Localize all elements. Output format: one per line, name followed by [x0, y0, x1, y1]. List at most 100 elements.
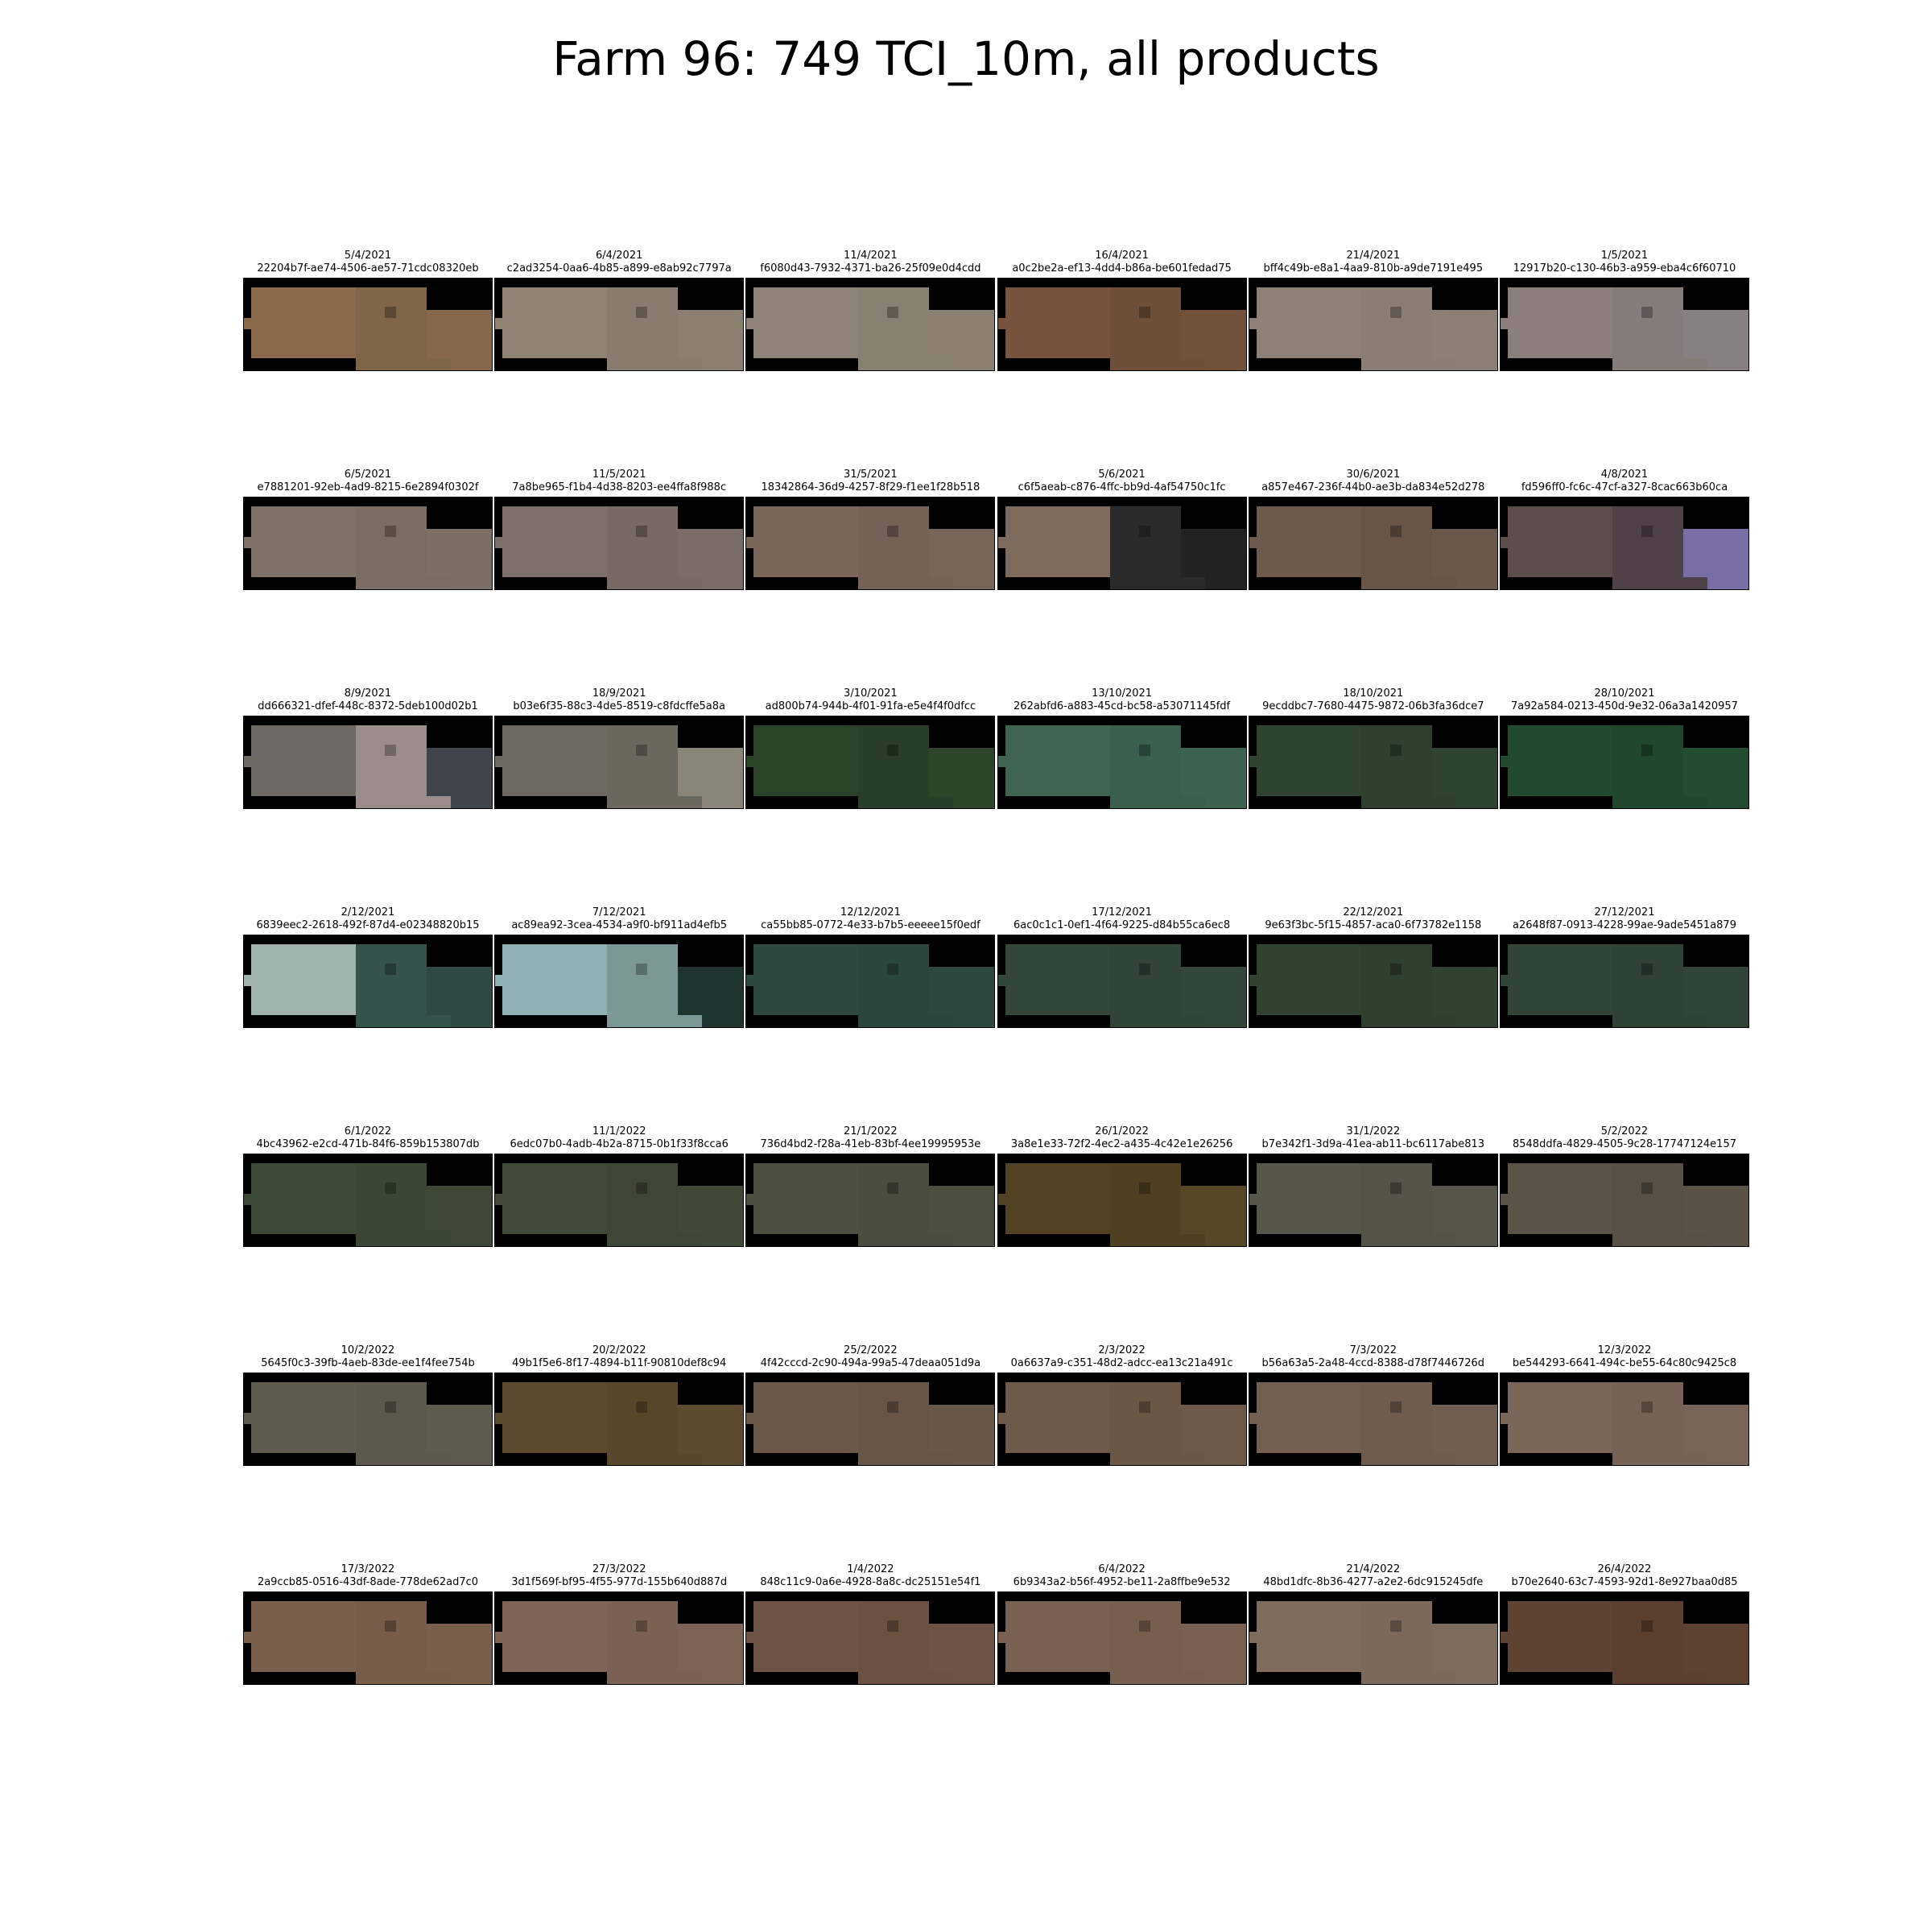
- tile-date-label: 21/1/2022: [844, 1125, 898, 1137]
- tile-product-id-label: 4f42cccd-2c90-494a-99a5-47deaa051d9a: [760, 1357, 981, 1369]
- satellite-thumbnail: [1248, 1373, 1498, 1466]
- field-dark-spot: [636, 1183, 648, 1194]
- thumbnail-frame: [1500, 716, 1749, 809]
- field-block-east: [1431, 1405, 1498, 1466]
- tile-product-id-label: e7881201-92eb-4ad9-8215-6e2894f0302f: [257, 481, 479, 493]
- field-dark-spot: [1389, 307, 1402, 318]
- thumbnail-frame: [997, 935, 1247, 1028]
- field-dark-spot: [385, 526, 396, 537]
- thumbnail-frame: [243, 1154, 493, 1247]
- field-block-east: [678, 1186, 745, 1247]
- thumbnail-frame: [745, 278, 996, 371]
- field-block-east: [427, 310, 493, 371]
- tile-product-id-label: 9ecddbc7-7680-4475-9872-06b3fa36dce7: [1262, 700, 1484, 712]
- tile-date-label: 11/5/2021: [592, 469, 646, 481]
- field-block-north: [1360, 1601, 1432, 1616]
- field-block-east: [1180, 748, 1247, 809]
- thumbnail-frame: [745, 1373, 996, 1466]
- field-dark-spot: [1138, 526, 1150, 537]
- field-block-east: [678, 967, 745, 1028]
- field-block-north: [858, 1382, 930, 1397]
- tile-date-label: 7/12/2021: [592, 906, 646, 919]
- field-block-north: [356, 1382, 427, 1397]
- field-block-north: [356, 725, 427, 740]
- tile-date-label: 2/3/2022: [1098, 1344, 1146, 1356]
- field-block-east: [929, 310, 996, 371]
- thumbnail-frame: [745, 1591, 996, 1685]
- thumbnail-frame: [1248, 935, 1498, 1028]
- field-block-east: [1180, 1624, 1247, 1685]
- tile-date-label: 25/2/2022: [844, 1344, 898, 1356]
- field-block-east: [678, 310, 745, 371]
- thumbnail-frame: [1248, 497, 1498, 590]
- tile-product-id-label: ca55bb85-0772-4e33-b7b5-eeeee15f0edf: [761, 919, 980, 931]
- tile-date-label: 26/1/2022: [1095, 1125, 1149, 1137]
- satellite-thumbnail: [243, 716, 493, 809]
- field-block-north: [607, 1382, 679, 1397]
- tile-product-id-label: 5645f0c3-39fb-4aeb-83de-ee1f4fee754b: [261, 1357, 475, 1369]
- field-dark-spot: [1641, 1620, 1653, 1632]
- field-block-north: [858, 287, 930, 302]
- tile-date-label: 31/1/2022: [1346, 1125, 1401, 1137]
- satellite-thumbnail: [1248, 278, 1498, 371]
- field-block-east: [678, 1405, 745, 1466]
- field-block-north: [1360, 1163, 1432, 1178]
- field-block-east: [678, 529, 745, 590]
- satellite-thumbnail: [997, 1154, 1247, 1247]
- page-title: Farm 96: 749 TCI_10m, all products: [552, 31, 1380, 86]
- field-block-east: [1683, 967, 1749, 1028]
- thumbnail-frame: [494, 278, 745, 371]
- field-dark-spot: [1641, 1402, 1653, 1413]
- thumbnail-frame: [997, 497, 1247, 590]
- thumbnail-frame: [997, 716, 1247, 809]
- field-dark-spot: [636, 307, 648, 318]
- field-block-east: [1683, 310, 1749, 371]
- tile-date-label: 5/4/2021: [344, 250, 392, 262]
- thumbnail-frame: [1500, 1591, 1749, 1685]
- satellite-thumbnail: [1248, 935, 1498, 1028]
- field-block-east: [1431, 748, 1498, 809]
- tile-product-id-label: 262abfd6-a883-45cd-bc58-a53071145fdf: [1013, 700, 1231, 712]
- field-block-north: [1360, 944, 1432, 959]
- field-block-east: [1180, 529, 1247, 590]
- thumbnail-frame: [997, 278, 1247, 371]
- satellite-thumbnail: [745, 1154, 996, 1247]
- field-dark-spot: [887, 1620, 899, 1632]
- field-dark-spot: [1138, 307, 1150, 318]
- field-block-north: [356, 1601, 427, 1616]
- thumbnail-frame: [1248, 1154, 1498, 1247]
- thumbnail-frame: [494, 716, 745, 809]
- thumbnail-frame: [494, 1591, 745, 1685]
- tile-product-id-label: c6f5aeab-c876-4ffc-bb9d-4af54750c1fc: [1018, 481, 1226, 493]
- field-block-north: [1360, 287, 1432, 302]
- field-dark-spot: [1641, 307, 1653, 318]
- field-block-north: [1360, 506, 1432, 521]
- thumbnail-frame: [745, 497, 996, 590]
- field-block-east: [427, 1186, 493, 1247]
- tile-date-label: 17/12/2021: [1092, 906, 1153, 919]
- field-block-east: [1683, 748, 1749, 809]
- field-dark-spot: [887, 307, 899, 318]
- field-block-north: [356, 506, 427, 521]
- tile-product-id-label: a0c2be2a-ef13-4dd4-b86a-be601fedad75: [1012, 262, 1232, 275]
- satellite-thumbnail: [1248, 1591, 1498, 1685]
- satellite-thumbnail: [745, 1373, 996, 1466]
- thumbnail-frame: [1500, 935, 1749, 1028]
- tile-date-label: 5/6/2021: [1098, 469, 1146, 481]
- satellite-thumbnail: [745, 935, 996, 1028]
- field-block-north: [1612, 287, 1683, 302]
- tile-product-id-label: 2a9ccb85-0516-43df-8ade-778de62ad7c0: [257, 1576, 479, 1588]
- field-dark-spot: [1641, 745, 1653, 756]
- field-block-east: [929, 529, 996, 590]
- field-block-east: [1683, 1405, 1749, 1466]
- satellite-thumbnail: [1248, 716, 1498, 809]
- field-dark-spot: [1641, 526, 1653, 537]
- field-block-east: [929, 1405, 996, 1466]
- field-dark-spot: [1641, 1183, 1653, 1194]
- thumbnail-frame: [1248, 716, 1498, 809]
- satellite-thumbnail: [997, 1591, 1247, 1685]
- tile-date-label: 22/12/2021: [1343, 906, 1404, 919]
- tile-date-label: 27/12/2021: [1594, 906, 1655, 919]
- satellite-thumbnail: [1500, 935, 1749, 1028]
- tile-product-id-label: 22204b7f-ae74-4506-ae57-71cdc08320eb: [257, 262, 479, 275]
